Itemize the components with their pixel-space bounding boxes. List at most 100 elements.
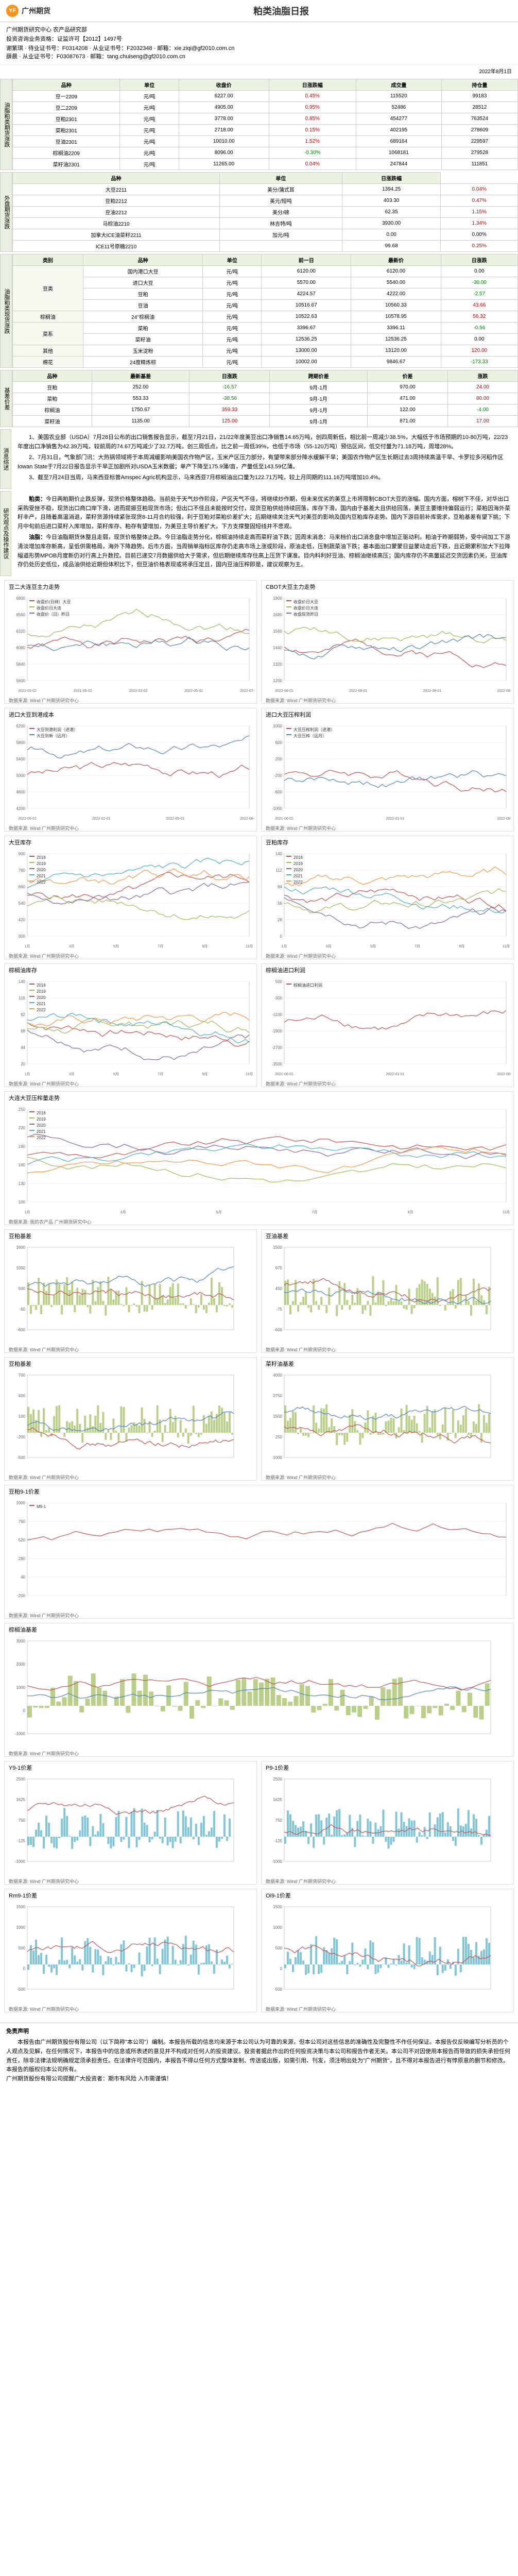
svg-text:20: 20 <box>21 1062 25 1066</box>
chart-title: 豆二大连豆主力走势 <box>7 583 254 591</box>
svg-text:5月: 5月 <box>370 944 376 948</box>
logo-text: 广州期货 <box>22 6 50 16</box>
svg-text:7月: 7月 <box>158 1072 163 1076</box>
chart-8: 大连大豆压榨量走势2502201901601301001月3月5月7月9月11月… <box>4 1091 514 1225</box>
svg-text:280: 280 <box>19 1556 26 1561</box>
svg-text:-50: -50 <box>19 1307 25 1312</box>
svg-text:2020: 2020 <box>37 868 46 872</box>
svg-text:-600: -600 <box>17 1328 26 1332</box>
strategy-side: 研究观点及操作建议 <box>0 491 11 576</box>
svg-text:1680: 1680 <box>273 613 282 617</box>
svg-text:1800: 1800 <box>273 596 282 601</box>
svg-text:140: 140 <box>275 852 283 856</box>
svg-text:2021: 2021 <box>37 874 46 878</box>
svg-text:5月: 5月 <box>113 1072 119 1076</box>
svg-text:-3500: -3500 <box>272 1062 283 1066</box>
table2: 品种单位日涨跌幅大豆2211美分/蒲式耳1394.250.04%豆粕2212美元… <box>12 172 518 252</box>
svg-text:-2700: -2700 <box>272 1045 283 1050</box>
svg-text:2022-01-01: 2022-01-01 <box>386 1073 405 1076</box>
svg-text:-1000: -1000 <box>272 806 283 811</box>
svg-text:2019: 2019 <box>293 861 303 866</box>
svg-text:660: 660 <box>19 885 26 889</box>
svg-text:1600: 1600 <box>16 1245 25 1250</box>
svg-text:6320: 6320 <box>16 629 25 634</box>
chart-1: CBOT大豆主力走势1800168015601440132012002022-0… <box>261 580 514 704</box>
svg-text:300: 300 <box>19 934 26 939</box>
header: YF 广州期货 粕类油脂日报 <box>0 0 518 22</box>
svg-text:0: 0 <box>23 1708 26 1713</box>
date: 2022年8月1日 <box>0 65 518 77</box>
chart-title: Y9-1价差 <box>7 1764 254 1772</box>
svg-text:5000: 5000 <box>16 773 25 778</box>
strategy-section: 研究观点及操作建议 粕类：今日两粕期价止跌反弹，现货价格整体趋稳。当前处于天气炒… <box>0 491 518 576</box>
chart-source: 数据来源: Wind 广州期货研究中心 <box>7 1878 254 1885</box>
svg-text:9月: 9月 <box>408 1210 413 1214</box>
svg-text:2022-07-02: 2022-07-02 <box>240 689 254 693</box>
chart-source: 数据来源: Wind 广州期货研究中心 <box>264 953 511 959</box>
svg-text:4200: 4200 <box>16 806 25 811</box>
svg-text:2022-05-02: 2022-05-02 <box>184 689 203 693</box>
svg-text:190: 190 <box>19 1144 26 1149</box>
svg-text:2500: 2500 <box>16 1777 25 1782</box>
news-section: 消息综述 1、美国农业部（USDA）7月28日公布的出口销售报告显示，截至7月2… <box>0 429 518 489</box>
svg-text:0: 0 <box>280 934 283 939</box>
chart-title: Oi9-1价差 <box>264 1891 511 1900</box>
table4-side: 基差价差 <box>0 370 12 427</box>
chart-source: 数据来源: Wind 广州期货研究中心 <box>7 1080 254 1087</box>
chart-source: 数据来源: Wind 广州期货研究中心 <box>7 1612 511 1619</box>
chart-source: 数据来源: Wind 广州期货研究中心 <box>7 697 254 704</box>
news-body: 1、美国农业部（USDA）7月28日公布的出口销售报告显示，截至7月21日，21… <box>11 429 518 489</box>
svg-text:-1900: -1900 <box>272 1029 283 1033</box>
chart-11: 豆粕基差700400100-200-500数据来源: Wind 广州期货研究中心 <box>4 1357 257 1481</box>
svg-text:1320: 1320 <box>273 662 282 667</box>
svg-text:2021-05-02: 2021-05-02 <box>74 689 92 693</box>
svg-text:140: 140 <box>19 979 26 984</box>
chart-4: 大豆库存9007806605404203001月3月5月7月9月11月20182… <box>4 836 257 959</box>
chart-source: 数据来源: Wind 广州期货研究中心 <box>7 953 254 959</box>
chart-title: 大豆库存 <box>7 838 254 846</box>
svg-text:5月: 5月 <box>113 944 119 948</box>
svg-text:4000: 4000 <box>273 1373 282 1378</box>
svg-text:6080: 6080 <box>16 646 25 650</box>
svg-text:750: 750 <box>19 1818 26 1823</box>
svg-text:-1100: -1100 <box>272 1012 282 1017</box>
svg-text:975: 975 <box>275 1266 283 1270</box>
svg-text:-125: -125 <box>17 1839 26 1843</box>
svg-text:2500: 2500 <box>273 1777 282 1782</box>
chart-15: Y9-1价差25001625750-125-1000数据来源: Wind 广州期… <box>4 1761 257 1885</box>
table4: 品种最新基差日涨跌跨期价差价差涨跌豆粕252.00-16.579月-1月970.… <box>12 370 518 427</box>
svg-text:2020: 2020 <box>37 995 46 1000</box>
svg-text:棕榈油进口利润: 棕榈油进口利润 <box>293 982 322 988</box>
svg-text:9月: 9月 <box>459 944 464 948</box>
svg-text:11月: 11月 <box>246 1072 253 1076</box>
chart-source: 数据来源: Wind 广州期货研究中心 <box>264 825 511 832</box>
svg-text:-300: -300 <box>274 996 283 1001</box>
svg-text:1050: 1050 <box>16 1266 25 1270</box>
svg-text:2022-08-01: 2022-08-01 <box>497 689 511 693</box>
svg-text:-500: -500 <box>274 1987 283 1992</box>
chart-title: 豆粕9-1价差 <box>7 1487 511 1496</box>
svg-text:500: 500 <box>19 1286 26 1291</box>
chart-14: 棕榈油基差3000200010000-1000数据来源: Wind 广州期货研究… <box>4 1623 514 1757</box>
chart-3: 进口大豆压榨利润1000600200-200-600-10002021-06-0… <box>261 708 514 832</box>
svg-text:3月: 3月 <box>326 944 332 948</box>
chart-10: 豆油基差1500975450-75-600数据来源: Wind 广州期货研究中心 <box>261 1229 514 1353</box>
chart-source: 数据来源: Wind 广州期货研究中心 <box>264 1474 511 1481</box>
svg-text:112: 112 <box>275 868 282 873</box>
svg-text:收盘价日大连: 收盘价日大连 <box>37 605 61 611</box>
svg-text:1500: 1500 <box>273 1245 282 1250</box>
svg-text:-600: -600 <box>274 1328 283 1332</box>
svg-text:0: 0 <box>23 1967 26 1971</box>
svg-text:-1000: -1000 <box>15 1732 26 1736</box>
org-line: 广州期货研究中心 农产品研究部 <box>6 25 512 33</box>
chart-0: 豆二大连豆主力走势6800656063206080584056002021-03… <box>4 580 257 704</box>
svg-text:11月: 11月 <box>503 1210 510 1214</box>
chart-title: 大连大豆压榨量走势 <box>7 1094 511 1102</box>
svg-text:2022-08-01: 2022-08-01 <box>349 689 368 693</box>
svg-text:250: 250 <box>275 1435 283 1439</box>
chart-title: 豆粕基差 <box>7 1360 254 1368</box>
license-line: 投资咨询业务资格：证监许可【2012】1497号 <box>6 35 512 43</box>
chart-12: 菜籽油基差400027501500250-1000数据来源: Wind 广州期货… <box>261 1357 514 1481</box>
svg-text:500: 500 <box>19 1946 26 1951</box>
table2-side: 外盘期货涨跌 <box>0 172 12 252</box>
